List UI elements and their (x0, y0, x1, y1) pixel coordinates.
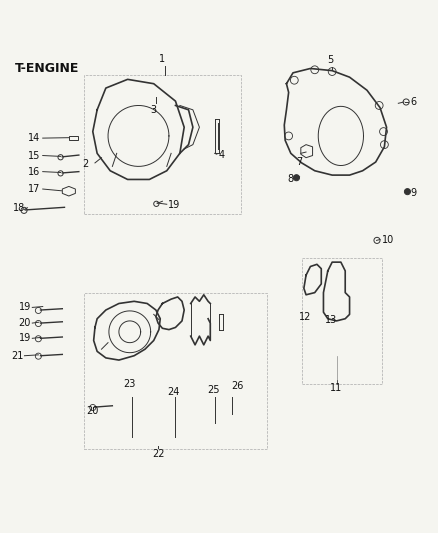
Text: 11: 11 (330, 383, 343, 393)
Text: 10: 10 (382, 235, 395, 245)
Text: 1: 1 (159, 54, 166, 64)
Text: 19: 19 (19, 333, 31, 343)
Text: 26: 26 (231, 381, 243, 391)
Text: 8: 8 (288, 174, 294, 184)
Text: 17: 17 (28, 184, 41, 194)
Text: 24: 24 (167, 387, 180, 397)
Bar (84, 75, 241, 214)
Text: 19: 19 (19, 302, 31, 312)
Text: 2: 2 (82, 159, 88, 169)
Text: 4: 4 (219, 150, 225, 160)
Text: 21: 21 (11, 351, 23, 361)
Text: 5: 5 (327, 55, 333, 65)
Text: 22: 22 (152, 449, 164, 459)
Text: 20: 20 (18, 318, 31, 328)
Text: 9: 9 (410, 188, 417, 198)
Text: 23: 23 (124, 379, 136, 389)
Bar (302, 258, 382, 384)
Text: 6: 6 (410, 97, 417, 107)
Text: 20: 20 (87, 407, 99, 416)
Text: 14: 14 (28, 133, 41, 143)
Text: 7: 7 (297, 157, 303, 167)
Circle shape (293, 175, 300, 181)
Bar (84, 293, 267, 449)
Circle shape (404, 189, 410, 195)
Text: 3: 3 (151, 104, 157, 115)
Text: 18: 18 (13, 203, 25, 213)
Text: 12: 12 (299, 312, 311, 321)
Text: 15: 15 (28, 150, 41, 160)
Text: 19: 19 (168, 200, 180, 210)
Text: 16: 16 (28, 167, 41, 176)
Text: 13: 13 (325, 314, 337, 325)
Text: 25: 25 (207, 385, 219, 395)
Text: T-ENGINE: T-ENGINE (14, 62, 79, 75)
